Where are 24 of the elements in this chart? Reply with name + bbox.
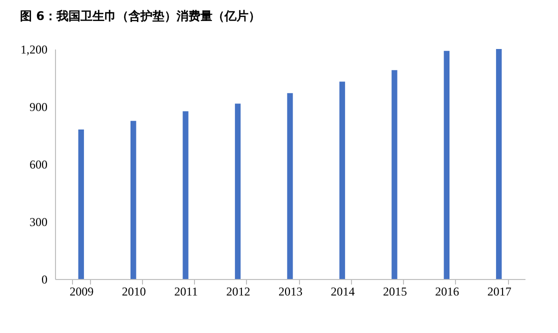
bar bbox=[78, 130, 84, 279]
x-tick-label: 2017 bbox=[487, 284, 512, 298]
x-tick-label: 2009 bbox=[70, 284, 94, 298]
x-tick-label: 2016 bbox=[435, 284, 460, 298]
x-tick-label: 2010 bbox=[122, 284, 146, 298]
bar bbox=[392, 70, 398, 279]
x-tick-label: 2011 bbox=[174, 284, 198, 298]
y-tick-label: 600 bbox=[30, 158, 48, 172]
bar bbox=[234, 104, 241, 279]
bar bbox=[287, 93, 293, 279]
bar bbox=[444, 50, 450, 279]
y-tick-label: 900 bbox=[30, 100, 48, 114]
y-tick-label: 300 bbox=[30, 215, 48, 229]
bar bbox=[182, 111, 188, 279]
bar bbox=[130, 120, 136, 279]
x-tick-label: 2014 bbox=[330, 284, 355, 298]
y-tick-label: 1,200 bbox=[20, 42, 48, 56]
chart-title: 图 6：我国卫生巾（含护垫）消费量（亿片） bbox=[20, 9, 261, 23]
y-tick-label: 0 bbox=[42, 272, 48, 286]
x-tick-label: 2012 bbox=[226, 284, 250, 298]
bar bbox=[496, 49, 502, 279]
bar bbox=[339, 82, 346, 279]
x-tick-label: 2013 bbox=[278, 284, 302, 298]
x-tick-label: 2015 bbox=[382, 284, 407, 298]
